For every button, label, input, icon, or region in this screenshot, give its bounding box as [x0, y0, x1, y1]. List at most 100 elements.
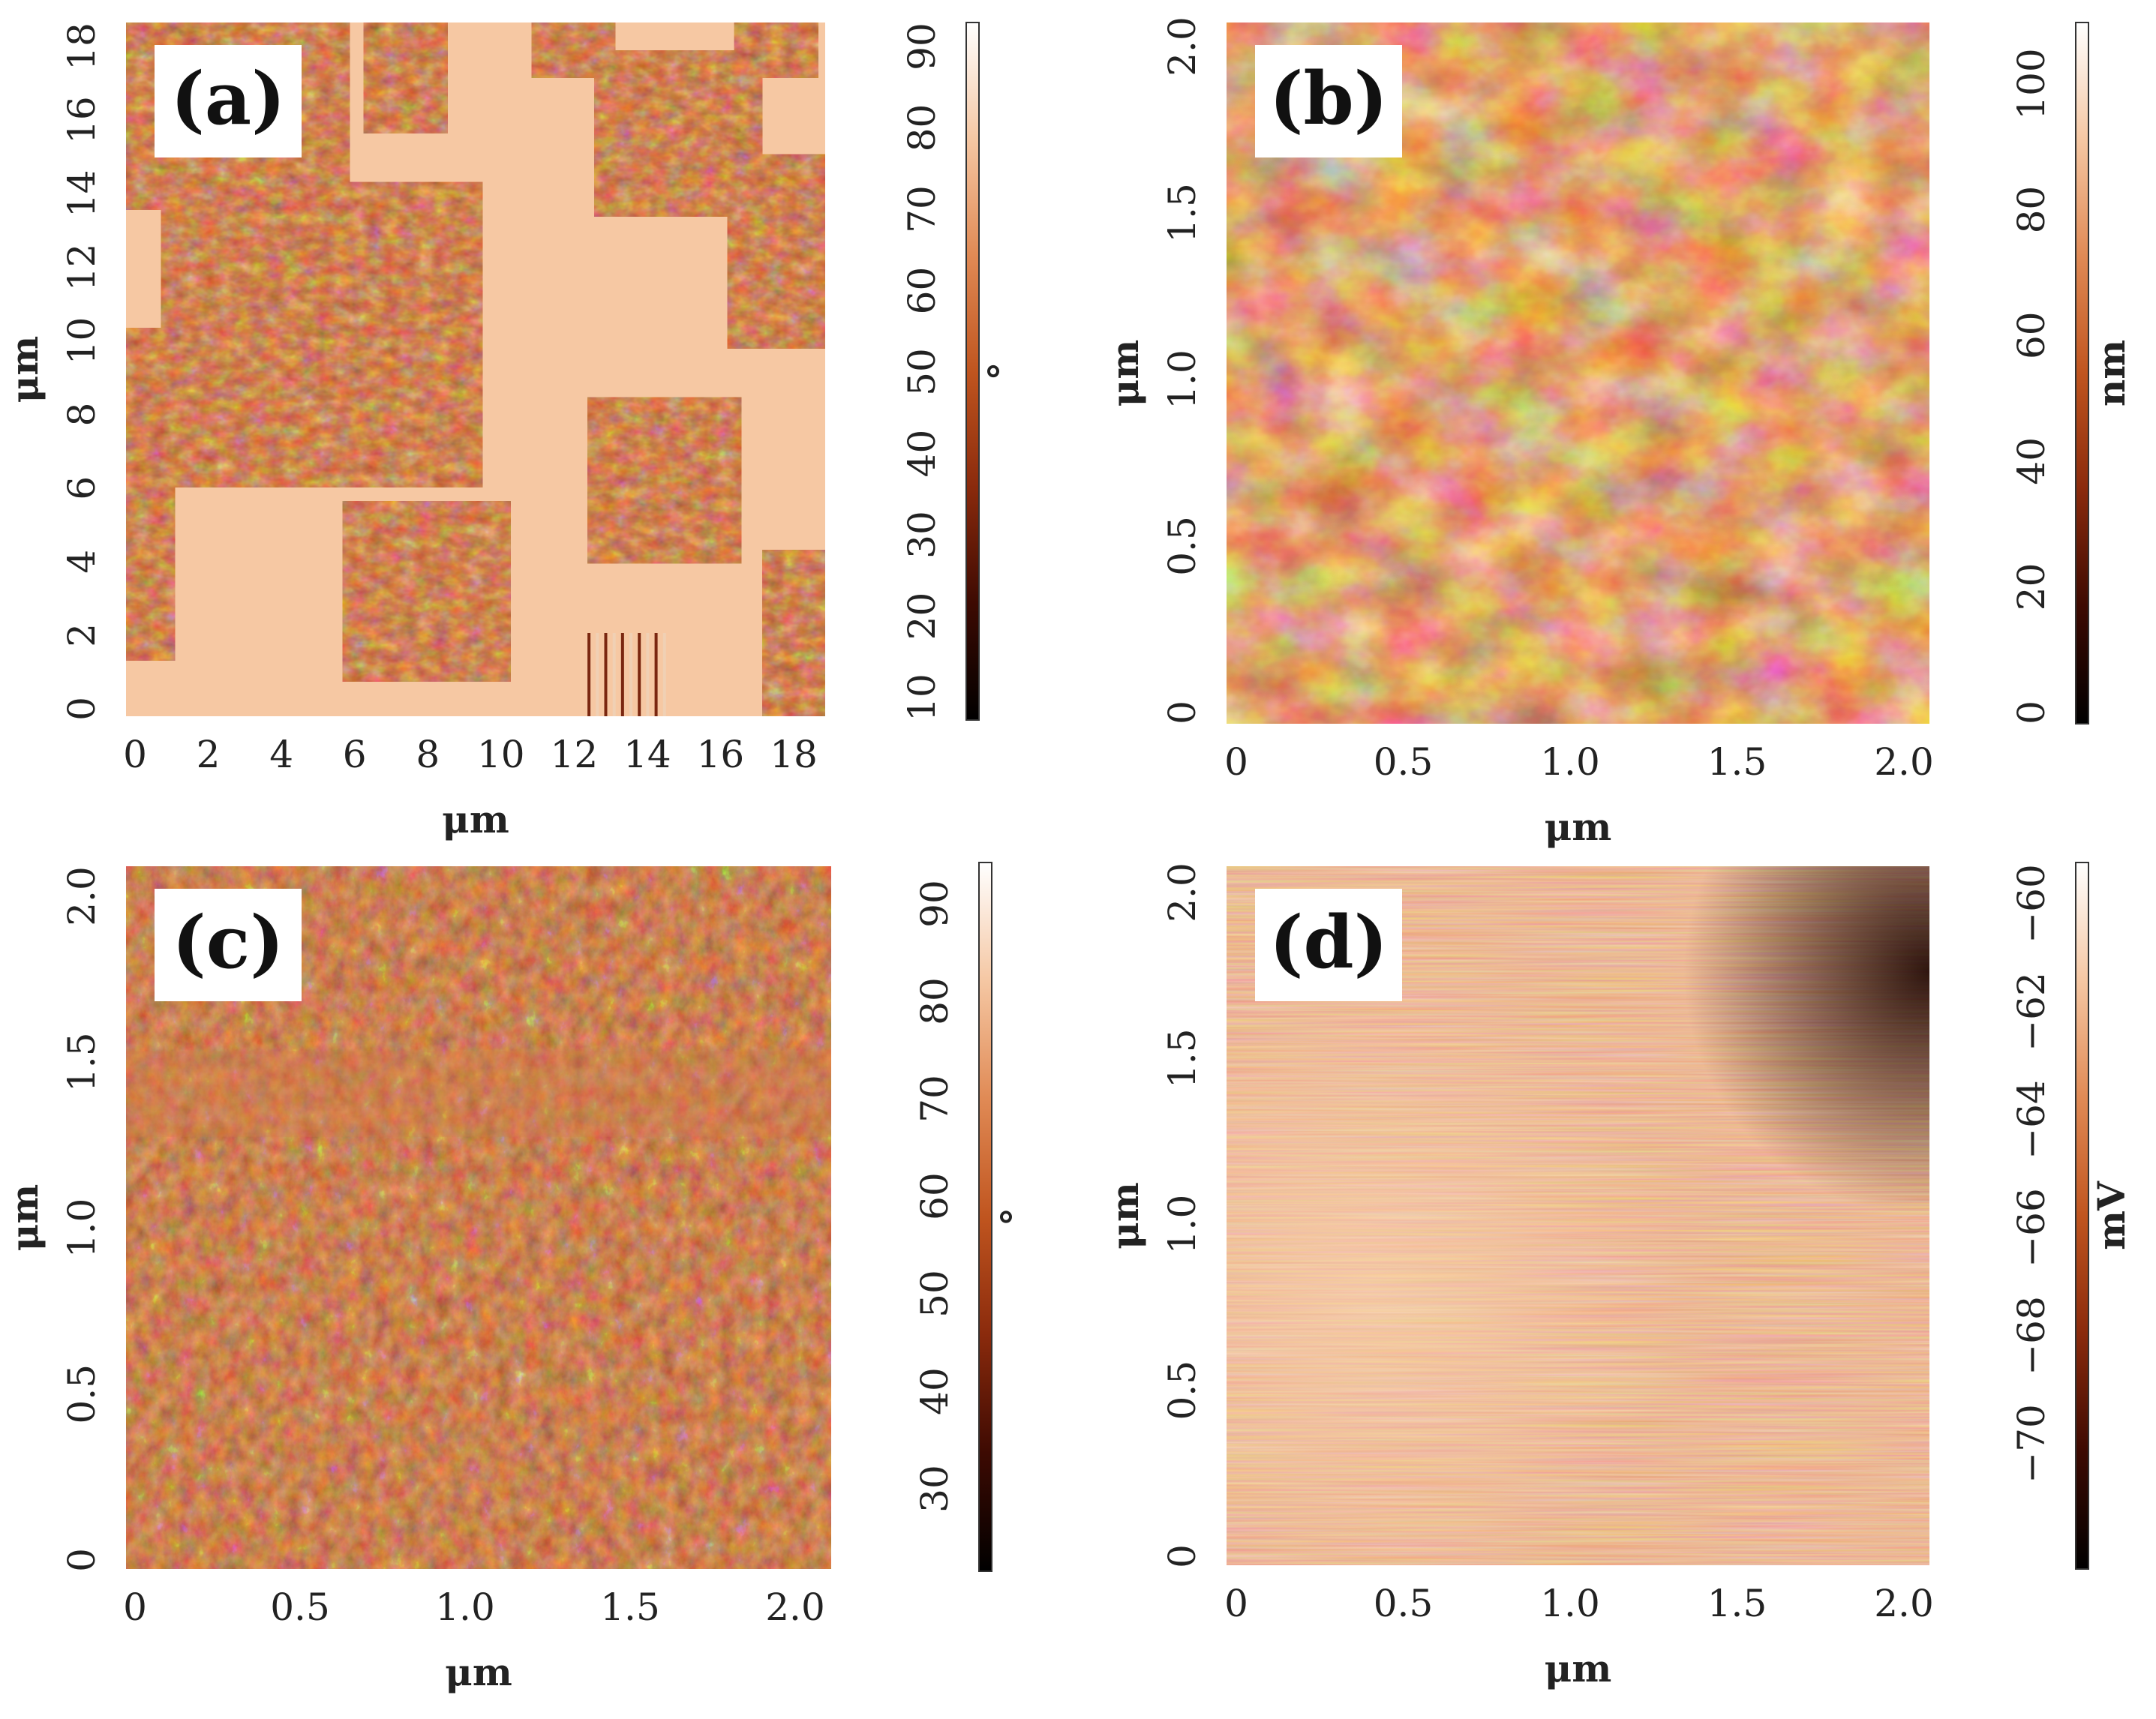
colorbar-tick-label: 50 — [900, 348, 944, 396]
x-tick-label: 18 — [770, 733, 818, 776]
grain-9 — [363, 22, 448, 134]
colorbar-tick-label: 20 — [900, 592, 944, 640]
y-axis-label: μm — [2, 1184, 47, 1252]
y-tick-label: 1.0 — [1161, 350, 1204, 410]
panel-label-text: (b) — [1269, 56, 1388, 141]
colorbar-tick-label: 80 — [900, 104, 944, 152]
colorbar-tick-label: 50 — [913, 1270, 956, 1318]
panel-label-c: (c) — [155, 889, 302, 1001]
panel-c: (c) 0 0.5 1.0 1.5 2.0 μm 0 0.5 1.0 1.5 2.0 μm 30 40 50 6… — [2, 862, 1037, 1694]
grain-10 — [531, 22, 616, 78]
x-tick-label: 10 — [477, 733, 525, 776]
x-tick-label: 0 — [123, 1586, 147, 1629]
grain-11 — [734, 22, 818, 78]
panel-label-text: (c) — [172, 900, 284, 985]
y-tick-label: 10 — [60, 317, 104, 365]
x-tick-label: 1.5 — [1707, 1582, 1767, 1625]
x-tick-label: 0.5 — [270, 1586, 330, 1629]
colorbar-tick-label: 70 — [913, 1075, 956, 1123]
panel-label-a: (a) — [155, 45, 302, 158]
x-tick-label: 2.0 — [765, 1586, 825, 1629]
colorbar-tick-label: 40 — [913, 1367, 956, 1415]
y-tick-label: 12 — [60, 244, 104, 292]
colorbar-unit-label: nm — [2089, 340, 2133, 406]
grain-4 — [196, 362, 308, 488]
x-tick-label: 1.5 — [600, 1586, 660, 1629]
x-tick-label: 4 — [269, 733, 293, 776]
x-axis-label: μm — [445, 1650, 512, 1694]
colorbar-tick-label: 40 — [900, 430, 944, 478]
x-axis-label: μm — [442, 797, 509, 842]
colorbar-b — [2075, 22, 2089, 724]
x-tick-label: 6 — [343, 733, 367, 776]
x-tick-label: 1.0 — [1540, 740, 1600, 784]
x-tick-label: 0.5 — [1374, 740, 1434, 784]
x-tick-label: 2.0 — [1874, 1582, 1934, 1625]
x-tick-label: 1.0 — [435, 1586, 495, 1629]
colorbar-tick-label: 90 — [900, 22, 944, 70]
y-tick-label: 14 — [60, 170, 104, 218]
y-tick-label: 0 — [60, 697, 104, 721]
panel-a: (a) 0 2 4 6 8 10 12 14 16 18 μm 0 2 4 6 8 10 12 14 16 18 μm 10 2… — [2, 22, 1024, 842]
y-axis-label: μm — [1103, 340, 1147, 407]
colorbar-tick-label: −66 — [2010, 1188, 2053, 1268]
panel-label-d: (d) — [1255, 889, 1402, 1001]
colorbar-tick-label: 40 — [2010, 437, 2053, 485]
grain-2 — [342, 501, 511, 682]
grain-6 — [727, 154, 825, 349]
panel-label-text: (a) — [170, 56, 285, 141]
x-tick-label: 0 — [1224, 1582, 1248, 1625]
colorbar-tick-label: 80 — [2010, 186, 2053, 234]
x-tick-label: 0 — [123, 733, 147, 776]
y-tick-label: 2.0 — [1161, 862, 1204, 922]
colorbar-unit-label: ° — [980, 362, 1024, 381]
y-tick-label: 6 — [60, 476, 104, 500]
x-tick-label: 8 — [416, 733, 440, 776]
colorbar-tick-label: 0 — [2010, 700, 2053, 724]
grain-5 — [594, 50, 763, 217]
colorbar-tick-label: 80 — [913, 977, 956, 1025]
x-tick-label: 1.0 — [1540, 1582, 1600, 1625]
colorbar-d — [2075, 862, 2089, 1570]
y-tick-label: 0 — [60, 1548, 104, 1572]
panel-b: (b) 0 0.5 1.0 1.5 2.0 μm 0 0.5 1.0 1.5 2.0 μm 0 20 40 60… — [1103, 16, 2133, 849]
y-tick-label: 16 — [60, 96, 104, 144]
y-tick-label: 1.0 — [1161, 1195, 1204, 1255]
y-tick-label: 1.0 — [60, 1198, 104, 1258]
x-tick-label: 0 — [1224, 740, 1248, 784]
colorbar-tick-label: 10 — [900, 674, 944, 722]
y-axis-label: μm — [1103, 1182, 1147, 1250]
colorbar-tick-label: 100 — [2010, 48, 2053, 119]
y-axis-label: μm — [2, 336, 47, 404]
colorbar-a — [965, 22, 980, 721]
colorbar-tick-label: 60 — [913, 1172, 956, 1220]
x-tick-label: 12 — [551, 733, 599, 776]
panel-label-b: (b) — [1255, 45, 1402, 158]
y-tick-label: 18 — [60, 22, 104, 70]
x-tick-label: 16 — [697, 733, 745, 776]
y-tick-label: 8 — [60, 403, 104, 427]
y-tick-label: 2 — [60, 623, 104, 647]
colorbar-tick-label: −70 — [2010, 1404, 2053, 1484]
colorbar-unit-label: ° — [992, 1208, 1037, 1226]
colorbar-unit-label: mV — [2089, 1180, 2133, 1250]
colorbar-tick-label: −64 — [2010, 1080, 2053, 1160]
y-tick-label: 1.5 — [1161, 1028, 1204, 1088]
y-tick-label: 2.0 — [1161, 16, 1204, 76]
panel-label-text: (d) — [1269, 900, 1388, 985]
grain-8 — [126, 328, 176, 661]
x-tick-label: 1.5 — [1707, 740, 1767, 784]
y-tick-label: 0.5 — [60, 1364, 104, 1424]
y-tick-label: 2.0 — [60, 866, 104, 926]
colorbar-tick-label: −60 — [2010, 864, 2053, 944]
colorbar-tick-label: 20 — [2010, 563, 2053, 611]
y-tick-label: 1.5 — [1161, 183, 1204, 243]
colorbar-tick-label: 70 — [900, 185, 944, 233]
x-axis-label: μm — [1545, 805, 1612, 849]
colorbar-tick-label: −68 — [2010, 1296, 2053, 1376]
x-tick-label: 14 — [623, 733, 671, 776]
x-tick-label: 0.5 — [1374, 1582, 1434, 1625]
colorbar-tick-label: 30 — [913, 1465, 956, 1513]
